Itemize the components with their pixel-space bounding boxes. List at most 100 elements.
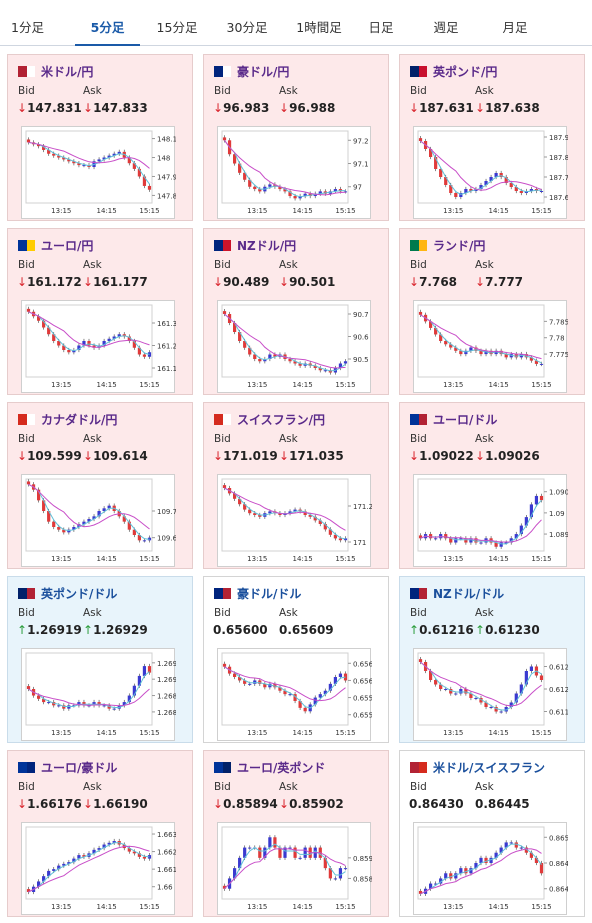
y-tick-label: 7.78 <box>549 335 565 343</box>
currency-flag-icon <box>18 413 35 425</box>
mini-candle-chart[interactable]: 97.2 97.1 97 13:15 14:15 15:15 <box>217 126 371 219</box>
rate-card[interactable]: ユーロ/豪ドル Bid Ask ↓1.66176 ↓1.66190 1.663 1.662 1… <box>7 750 193 917</box>
mini-candle-chart[interactable]: 187.9 187.8 187.7 187.6 13:15 14:15 15:15 <box>413 126 568 219</box>
arrow-down-icon: ↓ <box>475 275 486 289</box>
candle-body <box>132 851 136 854</box>
bid-value: ↑0.61216 <box>409 623 474 637</box>
pair-name-link[interactable]: 米ドル/円 <box>41 64 94 79</box>
candle-body <box>57 155 61 158</box>
mini-candle-chart[interactable]: 1.0905 1.09 1.0895 13:15 14:15 15:15 <box>413 474 568 567</box>
rate-card[interactable]: 豪ドル/ドルBidAsk0.656000.656090.65650.6560.6… <box>203 576 389 743</box>
arrow-down-icon: ↓ <box>17 275 28 289</box>
tab-1[interactable]: 5分足 <box>75 0 140 46</box>
rate-card[interactable]: 英ポンド/ドルBidAsk↑1.26919↑1.269291.26951.269… <box>7 576 193 743</box>
bid-number: 1.09022 <box>419 449 474 463</box>
rate-card[interactable]: カナダドル/円 Bid Ask ↓109.599 ↓109.614 109.7 109.6 1… <box>7 402 193 569</box>
pair-name-link[interactable]: ユーロ/豪ドル <box>41 760 118 775</box>
ask-value: ↓96.988 <box>279 101 335 115</box>
mini-candle-chart[interactable]: 1.2695 1.269 1.2685 1.268 13:15 14:15 15:15 <box>21 648 176 741</box>
candle-body <box>439 684 443 689</box>
pair-name-link[interactable]: ランド/円 <box>433 238 486 253</box>
tab-6[interactable]: 週足 <box>433 20 459 35</box>
currency-flag-icon <box>214 761 231 773</box>
mini-candle-chart[interactable]: 0.6565 0.656 0.6555 0.655 13:15 14:15 15:15 <box>217 648 372 741</box>
candle-body <box>137 347 141 355</box>
tab-4[interactable]: 1時間足 <box>296 20 342 35</box>
ma-slow-line <box>224 666 346 702</box>
rate-card[interactable]: 米ドル/円 Bid Ask ↓147.831 ↓147.833 148.1 148 147.9… <box>7 54 193 221</box>
mini-candle-chart[interactable]: 90.7 90.6 90.5 13:15 14:15 15:15 <box>217 300 371 393</box>
tab-5[interactable]: 日足 <box>368 20 394 35</box>
pair-name-link[interactable]: ユーロ/ドル <box>433 412 498 427</box>
pair-name-link[interactable]: 豪ドル/ドル <box>237 586 302 601</box>
candle-body <box>268 354 272 359</box>
candle-body <box>293 361 297 364</box>
bid-label: Bid <box>214 85 231 97</box>
candle-body <box>258 680 262 684</box>
bid-label: Bid <box>214 781 231 793</box>
ma-fast-line <box>28 671 150 708</box>
chart-svg: 1.663 1.662 1.661 1.66 13:15 14:15 15:15 <box>25 826 176 911</box>
rate-card[interactable]: NZドル/ドルBidAsk↑0.61216↑0.612300.61250.612… <box>399 576 585 743</box>
pair-name-link[interactable]: NZドル/ドル <box>433 586 505 601</box>
rate-card[interactable]: 米ドル/スイスフラン Bid Ask 0.86430 0.86445 0.865 0.864… <box>399 750 585 917</box>
candle-body <box>253 680 257 684</box>
candle-body <box>484 350 488 355</box>
candle-body <box>303 511 307 515</box>
mini-candle-chart[interactable]: 109.7 109.6 13:15 14:15 15:15 <box>21 474 176 567</box>
pair-name-link[interactable]: ユーロ/英ポンド <box>237 760 326 775</box>
mini-candle-chart[interactable]: 1.663 1.662 1.661 1.66 13:15 14:15 15:15 <box>21 822 176 915</box>
pair-name-link[interactable]: NZドル/円 <box>237 238 297 253</box>
rate-card[interactable]: 豪ドル/円 Bid Ask ↓96.983 ↓96.988 97.2 97.1 97 13:15… <box>203 54 389 221</box>
candle-body <box>338 868 343 879</box>
x-tick-label: 13:15 <box>247 903 267 911</box>
candle-body <box>263 683 267 688</box>
candle-body <box>82 855 86 857</box>
bid-value: ↓0.85894 <box>213 797 278 811</box>
candle-body <box>57 705 61 707</box>
card-title: ユーロ/ドル <box>410 411 497 427</box>
y-tick-label: 7.775 <box>549 351 568 359</box>
candle-body <box>459 193 463 197</box>
rate-card[interactable]: スイスフラン/円 Bid Ask ↓171.019 ↓171.035 171.2 171 13… <box>203 402 389 569</box>
candle-body <box>222 485 227 488</box>
tab-2[interactable]: 15分足 <box>156 20 198 35</box>
rate-card[interactable]: ユーロ/英ポンド Bid Ask ↓0.85894 ↓0.85902 0.859 0.858… <box>203 750 389 917</box>
pair-name-link[interactable]: カナダドル/円 <box>41 412 118 427</box>
pair-name-link[interactable]: ユーロ/円 <box>41 238 94 253</box>
candle-body <box>92 345 96 348</box>
candle-body <box>313 365 317 368</box>
tab-3[interactable]: 30分足 <box>226 20 268 35</box>
tab-0[interactable]: 1分足 <box>11 20 44 35</box>
candle-body <box>343 538 348 541</box>
pair-name-link[interactable]: 英ポンド/ドル <box>41 586 118 601</box>
candle-body <box>258 359 262 362</box>
tab-7[interactable]: 月足 <box>502 20 528 35</box>
mini-candle-chart[interactable]: 7.785 7.78 7.775 13:15 14:15 15:15 <box>413 300 568 393</box>
bid-value: ↓96.983 <box>213 101 269 115</box>
candle-body <box>489 707 493 708</box>
candle-body <box>514 693 518 703</box>
mini-candle-chart[interactable]: 171.2 171 13:15 14:15 15:15 <box>217 474 372 567</box>
mini-candle-chart[interactable]: 0.859 0.8588 13:15 14:15 15:15 <box>217 822 372 915</box>
candle-body <box>142 354 147 357</box>
candle-body <box>62 157 66 160</box>
mini-candle-chart[interactable]: 0.6125 0.612 0.6115 13:15 14:15 15:15 <box>413 648 568 741</box>
chart-svg: 148.1 148 147.9 147.8 13:15 14:15 15:15 <box>25 130 176 215</box>
y-tick-label: 1.2695 <box>157 660 176 668</box>
mini-candle-chart[interactable]: 161.3 161.2 161.1 13:15 14:15 15:15 <box>21 300 176 393</box>
rate-card[interactable]: ユーロ/ドルBidAsk↓1.09022↓1.090261.09051.091.… <box>399 402 585 569</box>
mini-candle-chart[interactable]: 148.1 148 147.9 147.8 13:15 14:15 15:15 <box>21 126 176 219</box>
pair-name-link[interactable]: 米ドル/スイスフラン <box>433 760 546 775</box>
pair-name-link[interactable]: 豪ドル/円 <box>237 64 290 79</box>
mini-candle-chart[interactable]: 0.865 0.8645 0.864 13:15 14:15 15:15 <box>413 822 568 915</box>
candle-body <box>499 542 503 547</box>
rate-card[interactable]: 英ポンド/円 Bid Ask ↓187.631 ↓187.638 187.9 187.8 18… <box>399 54 585 221</box>
rate-card[interactable]: ランド/円 Bid Ask ↓7.768 ↓7.777 7.785 7.78 7.775 13:… <box>399 228 585 395</box>
candle-body <box>459 538 463 540</box>
y-tick-label: 7.785 <box>549 318 568 326</box>
pair-name-link[interactable]: 英ポンド/円 <box>433 64 498 79</box>
pair-name-link[interactable]: スイスフラン/円 <box>237 412 326 427</box>
rate-card[interactable]: ユーロ/円 Bid Ask ↓161.172 ↓161.177 161.3 161.2 161… <box>7 228 193 395</box>
rate-card[interactable]: NZドル/円 Bid Ask ↓90.489 ↓90.501 90.7 90.6 90.5 13… <box>203 228 389 395</box>
